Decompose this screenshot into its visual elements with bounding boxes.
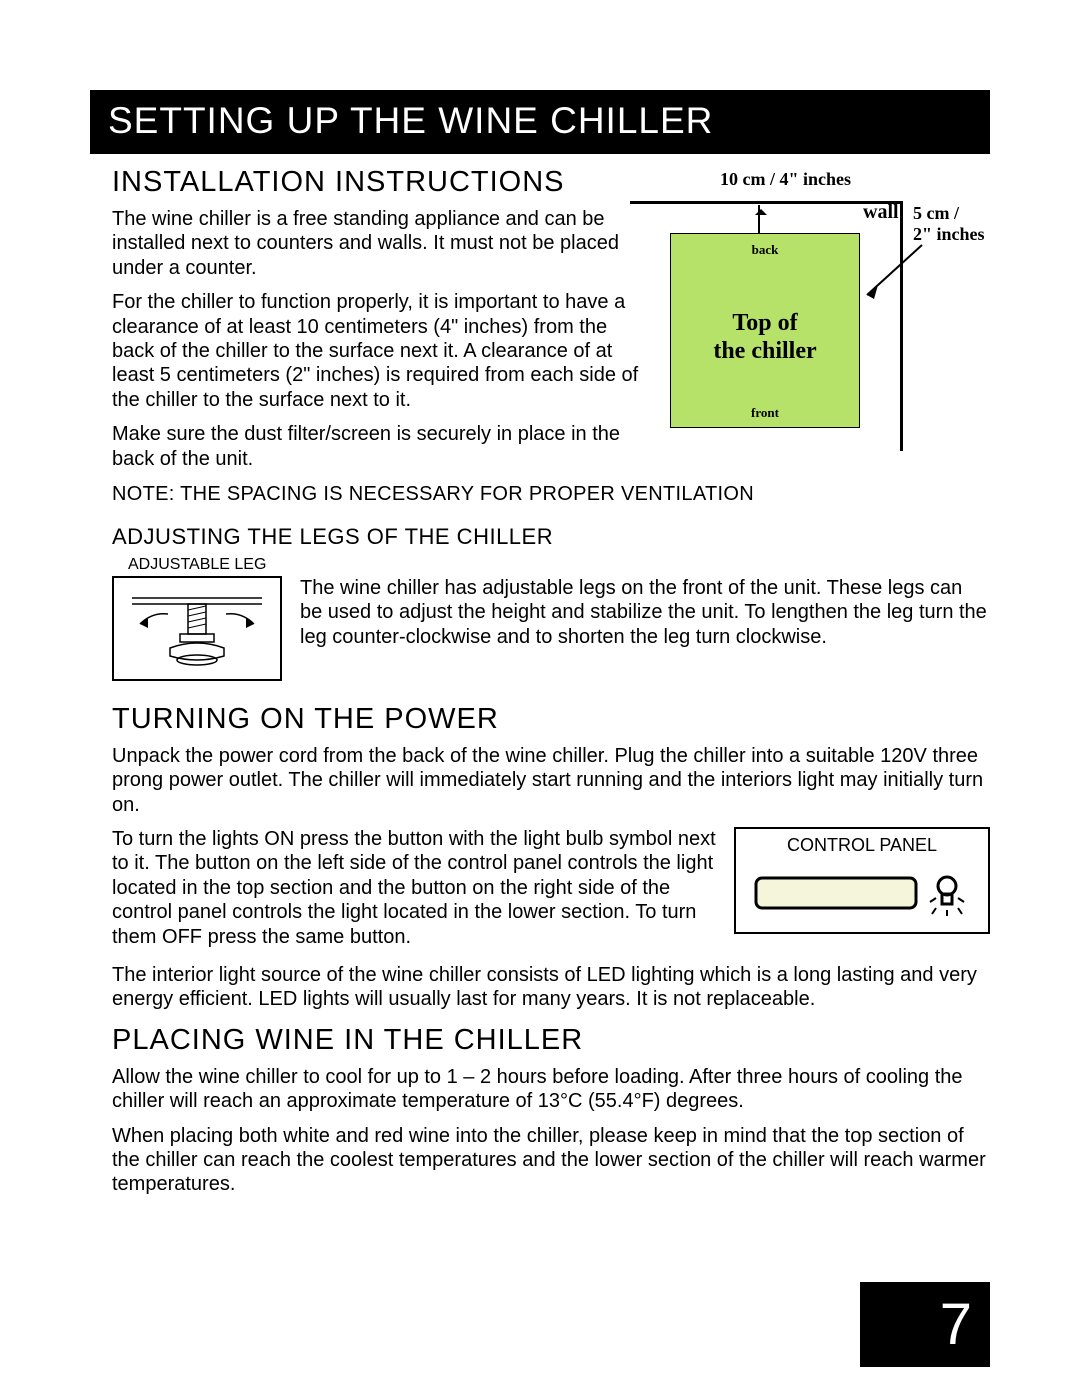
power-para-1: Unpack the power cord from the back of t… bbox=[112, 744, 990, 817]
section-banner: SETTING UP THE WINE CHILLER bbox=[90, 90, 990, 154]
legs-paragraph: The wine chiller has adjustable legs on … bbox=[300, 576, 990, 649]
leg-icon bbox=[122, 590, 272, 675]
install-para-3: Make sure the dust filter/screen is secu… bbox=[112, 422, 652, 471]
control-panel-diagram: CONTROL PANEL bbox=[734, 827, 990, 934]
control-panel-icon bbox=[752, 868, 972, 920]
diagram-front-label: front bbox=[671, 405, 859, 421]
diagram-back-label: back bbox=[671, 242, 859, 258]
leg-diagram-caption: ADJUSTABLE LEG bbox=[128, 556, 990, 574]
page-number: 7 bbox=[860, 1282, 990, 1367]
heading-adjusting-legs: ADJUSTING THE LEGS OF THE CHILLER bbox=[112, 524, 990, 550]
install-para-1: The wine chiller is a free standing appl… bbox=[112, 207, 652, 280]
placing-para-1: Allow the wine chiller to cool for up to… bbox=[112, 1065, 990, 1114]
placing-para-2: When placing both white and red wine int… bbox=[112, 1124, 990, 1197]
diagram-top-label: 10 cm / 4" inches bbox=[720, 169, 851, 190]
heading-power: TURNING ON THE POWER bbox=[112, 703, 990, 736]
adjustable-leg-diagram bbox=[112, 576, 282, 681]
diagram-arrow-back bbox=[758, 205, 760, 233]
install-para-2: For the chiller to function properly, it… bbox=[112, 290, 652, 412]
power-para-3: The interior light source of the wine ch… bbox=[112, 963, 990, 1012]
power-para-2: To turn the lights ON press the button w… bbox=[112, 827, 716, 949]
diagram-chiller-title: Top of the chiller bbox=[671, 310, 859, 365]
diagram-wall-label: wall bbox=[863, 201, 899, 224]
heading-placing: PLACING WINE IN THE CHILLER bbox=[112, 1024, 990, 1057]
control-panel-label: CONTROL PANEL bbox=[746, 835, 978, 856]
diagram-chiller-box: back Top of the chiller front bbox=[670, 233, 860, 428]
clearance-diagram: 10 cm / 4" inches wall 5 cm / 2" inches … bbox=[630, 165, 990, 475]
install-note: NOTE: THE SPACING IS NECESSARY FOR PROPE… bbox=[112, 483, 990, 506]
